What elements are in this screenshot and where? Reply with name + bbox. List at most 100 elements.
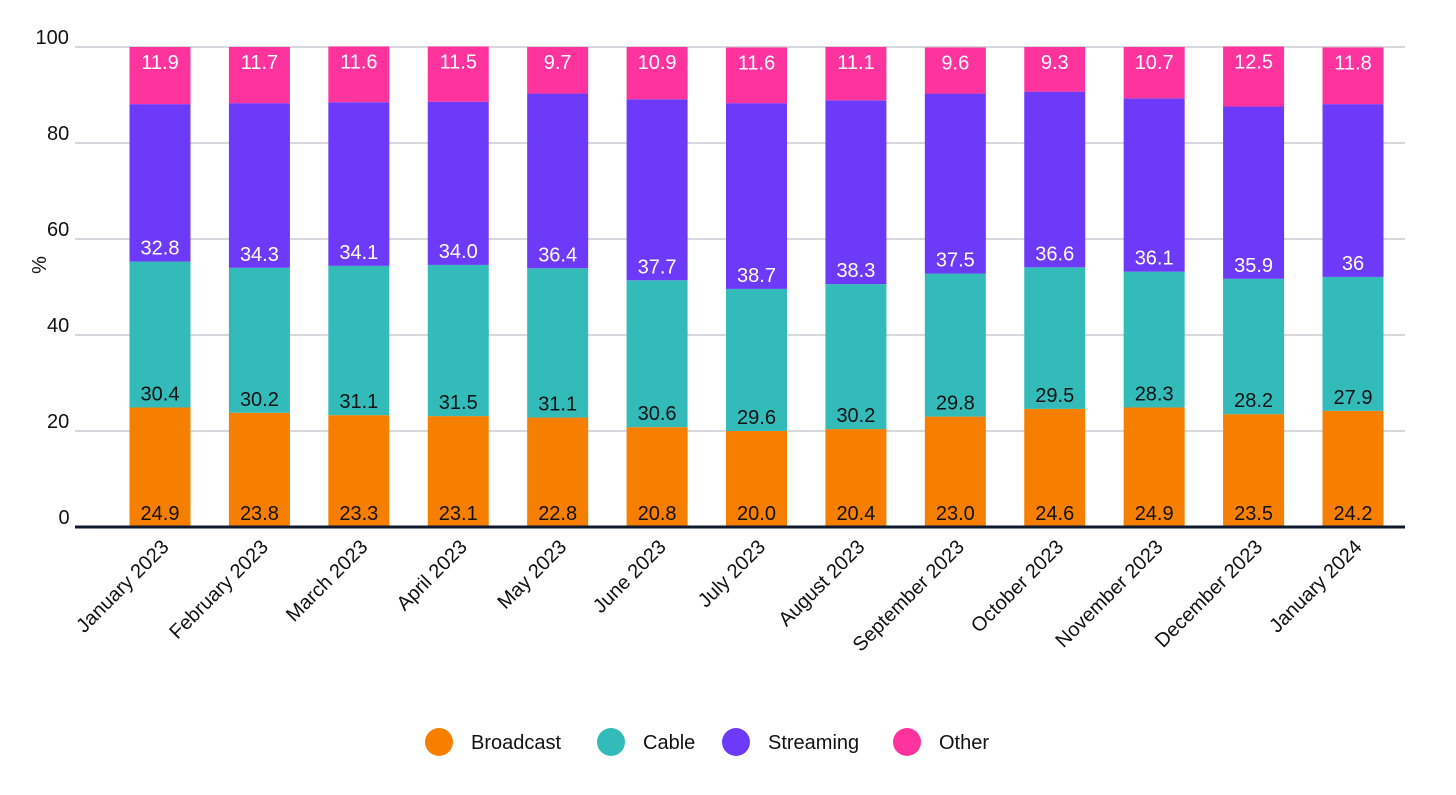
data-label-broadcast: 24.9 <box>141 503 180 525</box>
data-label-streaming: 37.5 <box>936 250 975 272</box>
legend-label: Streaming <box>768 732 859 754</box>
x-tick-label: July 2023 <box>694 536 770 612</box>
bars <box>129 46 1384 527</box>
legend-swatch <box>597 728 625 756</box>
data-label-other: 9.3 <box>1041 52 1069 74</box>
data-label-broadcast: 23.0 <box>936 503 975 525</box>
data-label-broadcast: 20.4 <box>836 503 875 525</box>
bar-segment-broadcast <box>726 431 787 527</box>
bar-segment-broadcast <box>228 412 290 527</box>
data-label-cable: 28.2 <box>1234 390 1273 412</box>
data-label-cable: 31.1 <box>538 394 577 416</box>
bar-segment-other <box>825 47 887 101</box>
bar-segment-broadcast <box>1322 410 1384 527</box>
legend-item-streaming[interactable]: Streaming <box>722 728 859 756</box>
bar-segment-broadcast <box>328 415 390 527</box>
bar-segment-other <box>1024 47 1086 92</box>
bar-segment-streaming <box>726 103 787 289</box>
data-labels: 24.9 30.4 32.8 11.9 23.8 30.2 34.3 11.7 23.3 31.1… <box>141 52 1373 525</box>
data-label-other: 9.6 <box>941 52 969 74</box>
data-label-streaming: 35.9 <box>1234 255 1273 277</box>
bar-segment-cable <box>626 280 688 428</box>
data-label-cable: 29.6 <box>737 407 776 429</box>
bar-segment-other <box>527 47 589 94</box>
bar-segment-broadcast <box>626 427 688 527</box>
bar-segment-broadcast <box>427 416 489 527</box>
bar-segment-other <box>1223 46 1285 107</box>
x-tick-label: February 2023 <box>165 536 273 644</box>
x-tick-label: August 2023 <box>774 536 869 631</box>
data-label-streaming: 36.4 <box>538 244 577 266</box>
data-label-cable: 28.3 <box>1135 383 1174 405</box>
bar-segment-cable <box>1322 276 1384 411</box>
y-tick-label: 20 <box>47 411 69 433</box>
bar-segment-streaming <box>626 99 688 281</box>
data-label-cable: 30.4 <box>141 383 180 405</box>
data-label-broadcast: 23.5 <box>1234 503 1273 525</box>
data-label-other: 10.7 <box>1135 52 1174 74</box>
bar-segment-other <box>924 47 986 94</box>
bar-segment-cable <box>427 264 489 417</box>
bar-segment-broadcast <box>1223 414 1285 527</box>
data-label-broadcast: 23.1 <box>439 503 478 525</box>
bar-segment-cable <box>527 268 589 418</box>
legend: Broadcast Cable Streaming Other <box>425 728 989 756</box>
data-label-other: 11.6 <box>738 52 775 74</box>
legend-label: Other <box>939 732 989 754</box>
x-tick-label: June 2023 <box>589 536 671 618</box>
data-label-other: 9.7 <box>544 52 572 74</box>
data-label-broadcast: 20.0 <box>737 503 776 525</box>
x-tick-label: January 2024 <box>1265 536 1366 637</box>
bar-segment-other <box>1123 47 1185 99</box>
data-label-other: 11.6 <box>340 52 377 74</box>
bar-segment-streaming <box>427 101 489 265</box>
x-tick-label: October 2023 <box>967 536 1068 637</box>
bar-segment-streaming <box>129 104 191 262</box>
bar-segment-streaming <box>1123 98 1185 272</box>
data-label-streaming: 36 <box>1342 253 1364 275</box>
data-label-streaming: 34.1 <box>339 242 378 264</box>
x-tick-label: April 2023 <box>393 536 472 615</box>
data-label-cable: 30.2 <box>240 389 279 411</box>
bar-segment-streaming <box>228 103 290 268</box>
bar-segment-other <box>1322 47 1384 105</box>
legend-label: Cable <box>643 732 695 754</box>
data-label-broadcast: 20.8 <box>638 503 677 525</box>
data-label-cable: 31.5 <box>439 392 478 414</box>
bar-segment-streaming <box>1322 104 1384 277</box>
bar-segment-other <box>328 46 390 103</box>
bar-segment-streaming <box>527 93 589 269</box>
data-label-broadcast: 24.6 <box>1035 503 1074 525</box>
bar-segment-cable <box>1223 278 1285 415</box>
data-label-cable: 29.5 <box>1035 385 1074 407</box>
bar-segment-streaming <box>825 100 887 285</box>
data-label-streaming: 36.1 <box>1135 248 1174 270</box>
bar-segment-cable <box>726 288 787 431</box>
data-label-streaming: 32.8 <box>141 238 180 260</box>
bar-segment-broadcast <box>527 417 589 527</box>
legend-swatch <box>425 728 453 756</box>
data-label-cable: 30.2 <box>836 405 875 427</box>
bar-segment-cable <box>1024 267 1086 409</box>
data-label-streaming: 38.3 <box>836 260 875 282</box>
legend-item-broadcast[interactable]: Broadcast <box>425 728 561 756</box>
legend-item-cable[interactable]: Cable <box>597 728 695 756</box>
bar-segment-broadcast <box>1024 408 1086 527</box>
data-label-other: 11.9 <box>141 52 178 74</box>
bar-segment-other <box>129 47 191 105</box>
legend-item-other[interactable]: Other <box>893 728 989 756</box>
bar-segment-streaming <box>924 93 986 274</box>
y-axis-label: % <box>29 256 51 274</box>
data-label-streaming: 34.3 <box>240 244 279 266</box>
bar-segment-other <box>427 46 489 102</box>
bar-segment-cable <box>924 273 986 417</box>
legend-label: Broadcast <box>471 732 561 754</box>
legend-swatch <box>893 728 921 756</box>
bar-segment-streaming <box>328 102 390 266</box>
bar-segment-other <box>626 47 688 100</box>
data-label-broadcast: 23.3 <box>339 503 378 525</box>
data-label-other: 10.9 <box>638 52 677 74</box>
y-tick-label: 100 <box>36 27 69 49</box>
